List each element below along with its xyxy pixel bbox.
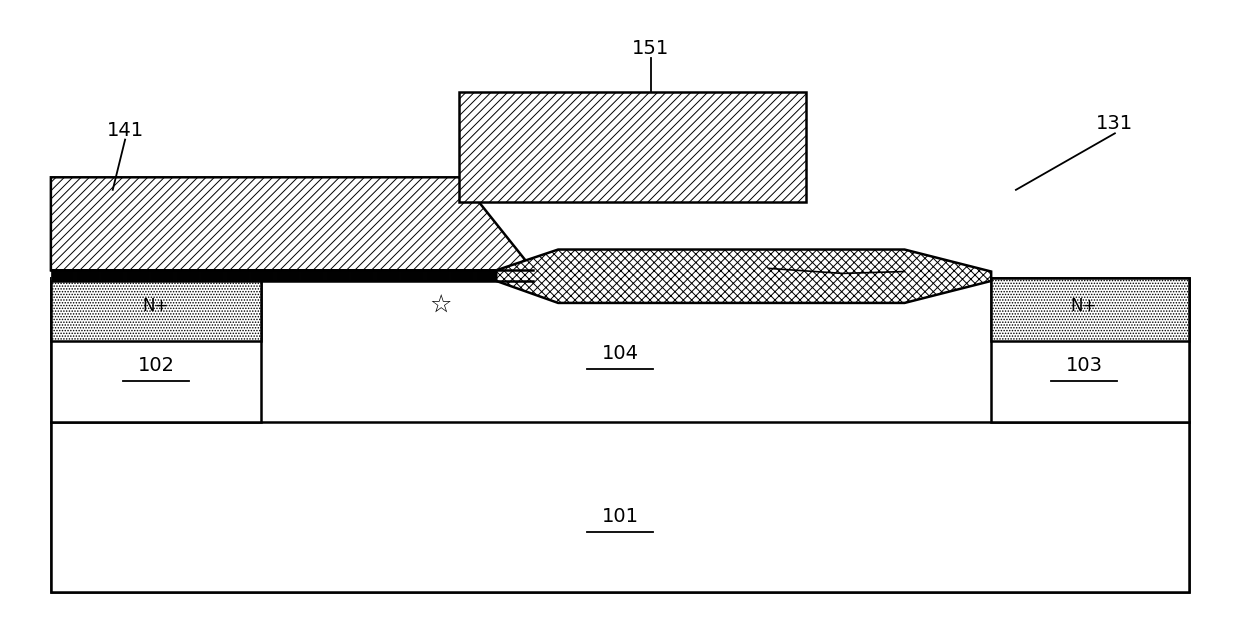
Polygon shape	[51, 177, 533, 270]
Text: ☆: ☆	[429, 294, 451, 318]
Text: 103: 103	[1065, 357, 1102, 375]
Text: 101: 101	[601, 507, 639, 526]
Bar	[51, 422, 1189, 592]
Bar	[51, 270, 533, 281]
Bar	[51, 278, 262, 341]
Text: N+: N+	[1071, 297, 1097, 315]
Bar	[51, 278, 262, 422]
Bar	[991, 278, 1189, 422]
Text: N+: N+	[143, 297, 169, 315]
Polygon shape	[496, 249, 991, 303]
Text: 104: 104	[601, 344, 639, 363]
Bar	[991, 278, 1189, 341]
Text: 102: 102	[138, 357, 175, 375]
Text: 131: 131	[1096, 114, 1133, 133]
Text: 141: 141	[107, 121, 144, 139]
Polygon shape	[459, 93, 806, 203]
Text: 151: 151	[632, 39, 670, 58]
Bar	[51, 278, 1189, 592]
